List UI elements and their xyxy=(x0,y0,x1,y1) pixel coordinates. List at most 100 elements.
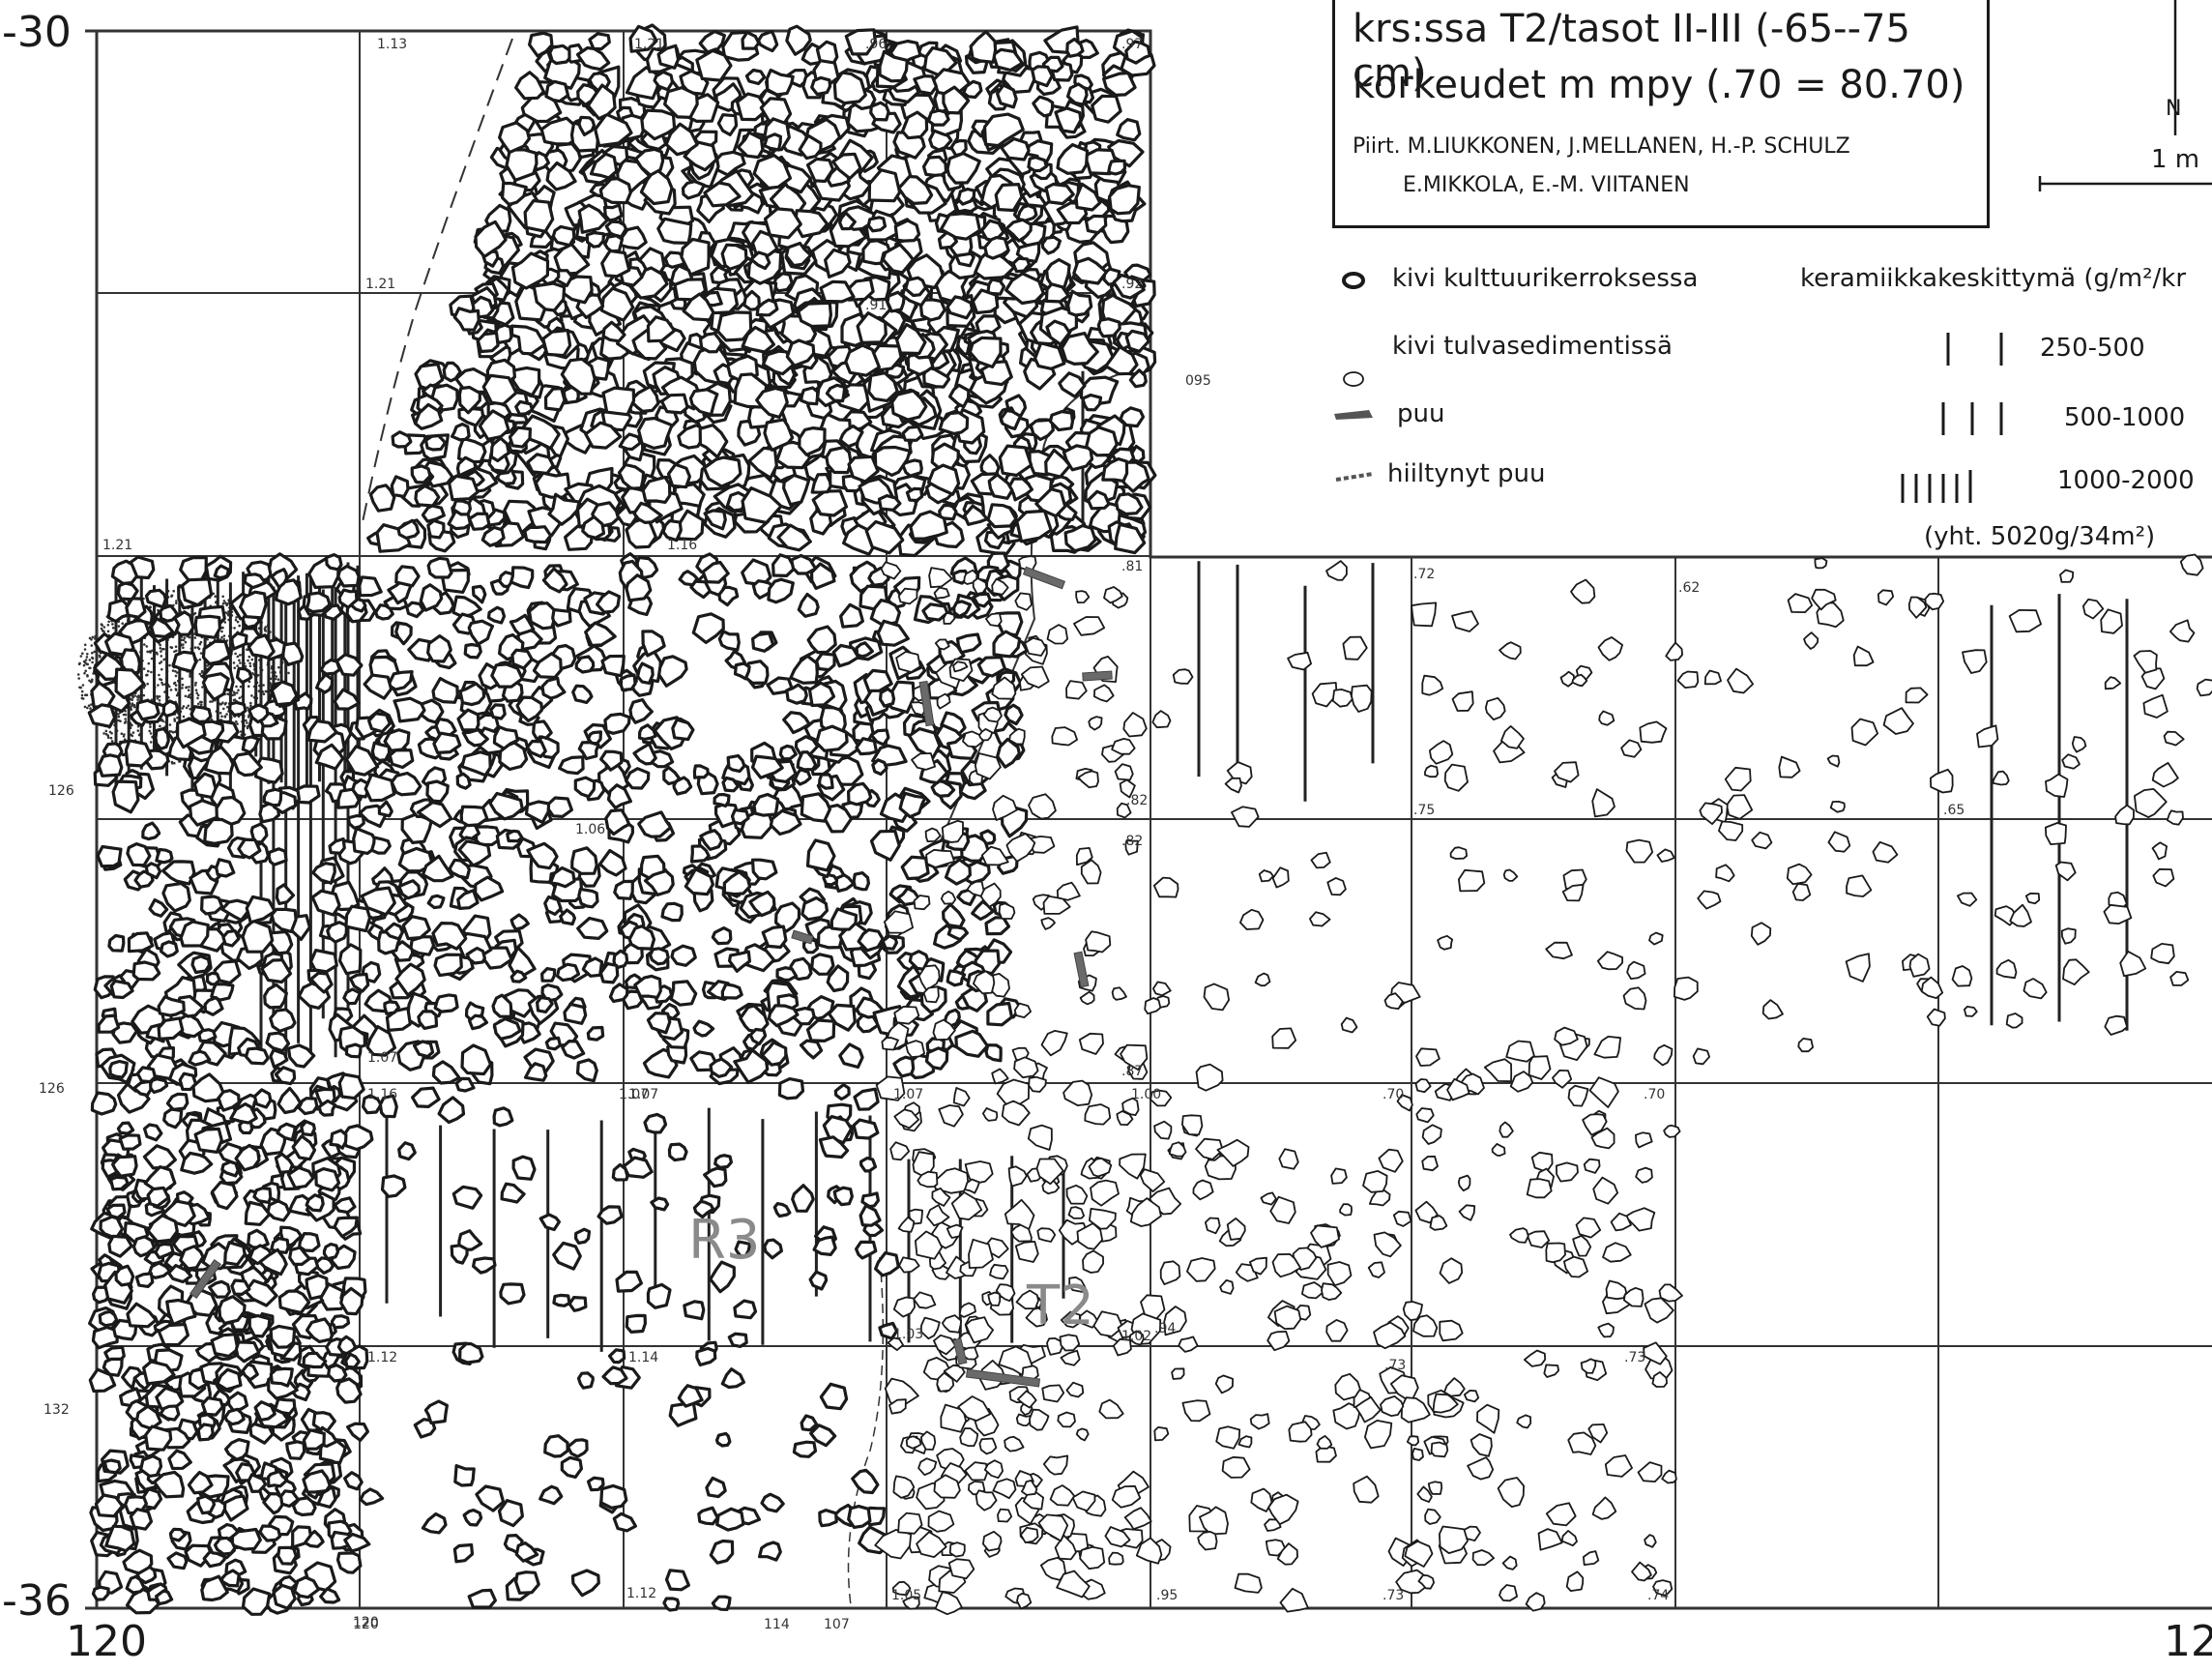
stone xyxy=(258,1524,282,1542)
stone xyxy=(276,1086,303,1115)
stone xyxy=(1058,371,1087,398)
stipple-dot xyxy=(222,634,226,637)
stone xyxy=(751,579,776,601)
elevation-label: .81 xyxy=(1121,559,1144,574)
stone xyxy=(2023,978,2048,1000)
wood-piece xyxy=(1022,566,1066,590)
stipple-dot xyxy=(287,671,290,675)
stone xyxy=(570,846,598,875)
stone xyxy=(126,1302,158,1329)
stone xyxy=(213,959,242,985)
stone xyxy=(426,556,453,579)
stone xyxy=(364,773,396,803)
stipple-dot xyxy=(93,650,96,654)
stipple-dot xyxy=(194,689,198,691)
stone xyxy=(1044,448,1072,479)
title-box: krs:ssa T2/tasot II-III (-65--75 cm) kor… xyxy=(1332,0,1990,228)
stipple-dot xyxy=(89,707,92,710)
stone xyxy=(387,669,414,691)
stipple-dot xyxy=(214,595,217,598)
feature-r3-label: R3 xyxy=(688,1209,761,1272)
stone xyxy=(337,1072,365,1101)
stipple-dot xyxy=(206,664,210,667)
stipple-dot xyxy=(90,644,94,647)
stone xyxy=(523,1062,548,1082)
stone xyxy=(601,386,636,417)
stipple-dot xyxy=(199,703,203,706)
stipple-dot xyxy=(174,669,177,673)
stone xyxy=(1559,670,1576,688)
stone xyxy=(900,110,929,140)
stone xyxy=(1665,641,1683,661)
stone xyxy=(241,1587,272,1616)
stipple-dot xyxy=(174,674,178,678)
stone xyxy=(893,219,921,243)
stipple-dot xyxy=(136,698,139,701)
stone xyxy=(805,1018,836,1043)
stipple-dot xyxy=(104,729,108,733)
stone xyxy=(262,787,283,807)
stone-flood-icon xyxy=(1343,371,1364,387)
stipple-dot xyxy=(173,761,176,765)
stipple-dot xyxy=(100,627,103,631)
stone xyxy=(640,108,677,141)
stipple-dot xyxy=(231,693,234,697)
stone xyxy=(1065,37,1085,58)
stone xyxy=(1545,1502,1577,1527)
stone xyxy=(1124,40,1151,65)
stone xyxy=(1751,831,1773,850)
stipple-dot xyxy=(111,623,114,626)
stone xyxy=(411,1086,441,1109)
charred-wood-icon xyxy=(1335,472,1374,482)
stone xyxy=(421,504,446,523)
stone xyxy=(450,423,471,442)
stone xyxy=(344,904,372,933)
stone xyxy=(653,70,675,92)
stone xyxy=(511,1155,537,1181)
stone xyxy=(155,847,174,865)
stone xyxy=(819,1382,849,1411)
stone xyxy=(269,1366,294,1388)
stipple-dot xyxy=(94,634,97,638)
stone xyxy=(1112,273,1146,300)
stipple-dot xyxy=(277,665,280,669)
stone xyxy=(1653,1043,1674,1067)
stone xyxy=(1057,1411,1076,1428)
stone xyxy=(161,860,196,886)
stone xyxy=(867,168,902,203)
stipple-dot xyxy=(142,686,146,690)
stone xyxy=(904,276,928,298)
stone xyxy=(346,813,365,830)
stipple-dot xyxy=(224,602,227,604)
stone xyxy=(335,1551,363,1574)
stone xyxy=(337,943,363,976)
stone xyxy=(2151,841,2168,861)
stone xyxy=(1414,1078,1432,1094)
stipple-dot xyxy=(262,692,266,695)
stone xyxy=(1011,256,1032,274)
stone xyxy=(1178,1335,1199,1353)
stone xyxy=(760,1492,785,1513)
legend-range-1: 250-500 xyxy=(2040,334,2145,363)
stone xyxy=(454,1076,476,1093)
stipple-dot xyxy=(248,664,252,667)
stipple-dot xyxy=(274,677,277,681)
stipple-dot xyxy=(91,660,94,664)
stone xyxy=(1172,668,1194,685)
stipple-dot xyxy=(198,642,202,646)
stone xyxy=(727,950,752,973)
stone xyxy=(947,1558,975,1580)
stone xyxy=(1128,368,1148,389)
stone xyxy=(1449,846,1468,860)
stipple-dot xyxy=(124,720,128,723)
stone xyxy=(613,879,634,900)
stone xyxy=(489,436,510,463)
stone xyxy=(2166,809,2184,826)
stone xyxy=(641,475,672,505)
stone xyxy=(1598,710,1615,726)
stone xyxy=(1826,754,1841,768)
stone xyxy=(500,181,528,206)
stone xyxy=(139,1454,163,1479)
stone xyxy=(847,1504,872,1530)
stone xyxy=(2150,943,2175,965)
